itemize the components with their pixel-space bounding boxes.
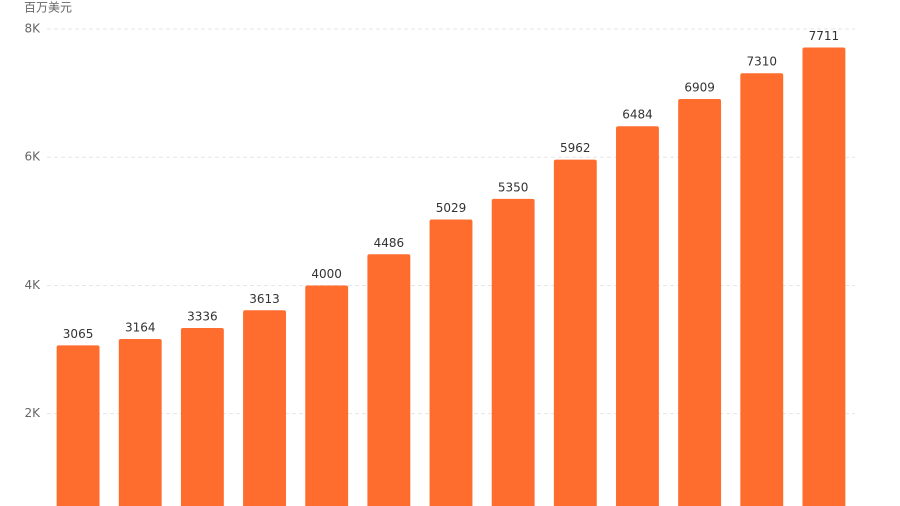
bar [491,198,535,506]
bar [616,126,659,506]
bar [56,345,100,506]
bar [367,254,411,506]
data-label: 3164 [125,321,156,335]
data-label: 5029 [436,201,467,215]
data-label: 5350 [498,180,529,194]
data-label: 5962 [560,141,591,155]
bar [305,285,349,506]
data-label: 3065 [63,327,94,341]
bar [802,47,846,506]
data-label: 3336 [187,310,218,324]
data-label: 3613 [249,292,280,306]
data-label: 6909 [684,80,715,94]
data-label: 7711 [809,29,840,43]
data-label: 7310 [746,55,777,69]
data-label: 4000 [311,267,342,281]
bar [243,310,286,506]
bar [678,98,722,506]
bar [553,159,597,506]
y-tick-label: 8K [24,22,41,36]
y-tick-label: 4K [24,278,41,292]
bar [429,219,473,506]
y-unit-label: 百万美元 [24,1,72,15]
data-label: 6484 [622,108,653,122]
bar [180,328,224,506]
bar [740,73,784,506]
data-label: 4486 [374,236,405,250]
bar [118,339,162,506]
y-tick-label: 6K [24,150,41,164]
y-tick-label: 2K [24,406,41,420]
